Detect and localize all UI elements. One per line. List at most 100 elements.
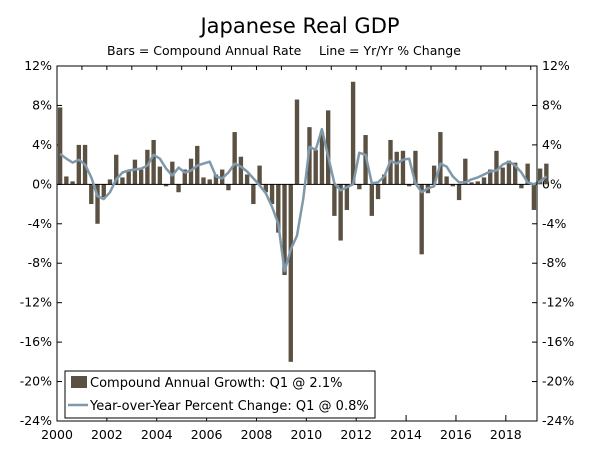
bar-series — [57, 81, 549, 362]
gdp-bar — [325, 110, 331, 185]
gdp-bar — [382, 174, 387, 185]
gdp-bar — [138, 169, 144, 185]
gdp-bar — [244, 174, 250, 185]
gdp-bar — [176, 184, 181, 193]
gdp-bar — [201, 177, 206, 185]
gdp-bar — [500, 167, 505, 185]
x-tick-label: 2006 — [191, 427, 223, 442]
y-axis-right: 12%8%4%0%-4%-8%-12%-16%-20%-24% — [532, 58, 574, 428]
gdp-bar — [519, 184, 524, 189]
gdp-bar — [531, 184, 537, 210]
y-tick-label-left: -8% — [28, 255, 52, 270]
y-tick-label-left: 12% — [24, 58, 52, 73]
gdp-bar — [213, 174, 219, 185]
gdp-bar — [151, 139, 156, 185]
gdp-bar — [369, 184, 374, 216]
gdp-bar — [456, 184, 462, 201]
gdp-bar — [481, 177, 487, 185]
gdp-bar — [463, 158, 468, 185]
gdp-bar — [276, 184, 281, 233]
y-tick-label-left: 4% — [32, 137, 52, 152]
y-tick-label-left: -24% — [20, 413, 52, 428]
gdp-bar — [294, 99, 300, 185]
gdp-bar — [450, 184, 456, 187]
gdp-bar — [263, 184, 269, 193]
y-tick-label-right: 12% — [542, 58, 570, 73]
x-tick-label: 2010 — [290, 427, 322, 442]
gdp-bar — [444, 176, 449, 185]
y-axis-left: 12% 8% 4% 0% -4% -8% -12% -16% -20% -24% — [20, 58, 62, 428]
x-tick-label: 2018 — [490, 427, 522, 442]
chart-subtitle-line: Line = Yr/Yr % Change — [319, 43, 461, 58]
gdp-bar — [182, 169, 187, 185]
legend-box — [64, 370, 376, 419]
gdp-bar — [319, 132, 325, 185]
gdp-bar — [170, 161, 175, 185]
x-tick-label: 2008 — [241, 427, 273, 442]
gdp-bar — [375, 184, 381, 200]
gdp-bar — [70, 181, 75, 185]
gdp-bar — [438, 132, 443, 185]
y-tick-label-right: -24% — [542, 413, 574, 428]
gdp-bar — [357, 184, 362, 190]
gdp-bar — [400, 150, 406, 185]
legend-label-bars: Compound Annual Growth: Q1 @ 2.1% — [90, 376, 342, 391]
gdp-bar — [413, 150, 418, 185]
gdp-bar — [350, 81, 356, 185]
gdp-bar — [513, 162, 518, 185]
gdp-bar — [207, 179, 212, 185]
gdp-bar — [469, 182, 474, 185]
gdp-bar — [76, 144, 81, 185]
gdp-bar — [126, 171, 131, 185]
gdp-bar — [537, 168, 543, 185]
chart-title: Japanese Real GDP — [198, 14, 399, 38]
x-tick-label: 2012 — [340, 427, 372, 442]
x-tick-label: 2000 — [41, 427, 73, 442]
y-tick-label-right: 4% — [542, 137, 562, 152]
gdp-bar — [407, 184, 412, 187]
gdp-bar — [394, 151, 399, 185]
gdp-bar — [226, 184, 231, 191]
gdp-bar — [238, 156, 244, 185]
gdp-bar — [163, 184, 169, 187]
gdp-bar — [506, 160, 512, 185]
y-tick-label-left: 8% — [32, 97, 52, 112]
y-tick-label-right: -8% — [542, 255, 566, 270]
gdp-bar — [232, 132, 237, 185]
gdp-bar — [288, 184, 293, 362]
x-tick-label: 2016 — [440, 427, 472, 442]
y-tick-label-left: -12% — [20, 295, 52, 310]
legend: Compound Annual Growth: Q1 @ 2.1% Year-o… — [64, 370, 376, 419]
legend-bar-swatch — [71, 376, 87, 388]
gdp-bar — [313, 149, 318, 185]
gdp-bar — [269, 184, 275, 205]
gdp-bar — [101, 184, 106, 198]
y-tick-label-right: -12% — [542, 295, 574, 310]
line-series — [59, 127, 548, 273]
gdp-bar — [120, 177, 125, 185]
yoy-line — [59, 127, 548, 273]
x-axis: 2000 2002 2004 2006 2008 2010 2012 2014 2016 2018 — [41, 66, 532, 442]
gdp-bar — [344, 184, 350, 210]
gdp-bar — [338, 184, 343, 241]
gdp-bar — [89, 184, 94, 205]
gdp-bar — [251, 184, 256, 205]
y-tick-label-left: -20% — [20, 374, 52, 389]
gdp-bar — [488, 169, 493, 185]
y-tick-label-left: -4% — [28, 216, 52, 231]
gdp-bar — [64, 176, 69, 185]
gdp-bar — [475, 181, 480, 185]
y-tick-label-right: -20% — [542, 374, 574, 389]
x-tick-label: 2002 — [91, 427, 123, 442]
y-tick-label-left: 0% — [32, 176, 52, 191]
gdp-bar — [132, 159, 138, 185]
gdp-bar — [57, 107, 63, 185]
gdp-bar — [95, 184, 100, 224]
gdp-bar — [257, 165, 262, 185]
x-tick-label: 2014 — [390, 427, 422, 442]
y-tick-label-right: 8% — [542, 97, 562, 112]
chart-subtitle-bars: Bars = Compound Annual Rate — [107, 43, 302, 58]
gdp-bar — [282, 184, 287, 276]
gdp-bar — [157, 166, 163, 185]
